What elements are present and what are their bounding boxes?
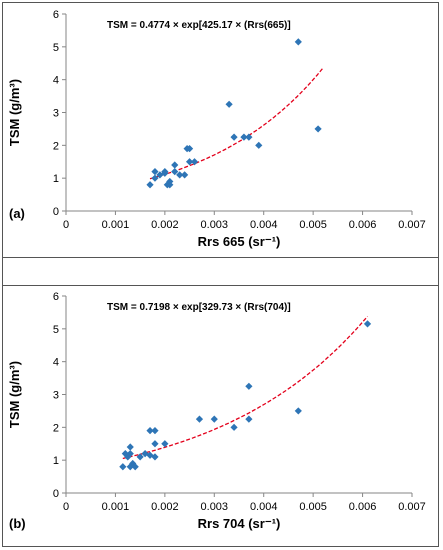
chart-a-x-tick-label: 0 xyxy=(63,219,69,231)
chart-b-data-point xyxy=(126,443,134,451)
chart-b-data-point xyxy=(151,427,159,435)
chart-a-x-tick-label: 0.003 xyxy=(201,219,229,231)
chart-a-svg: 0 1 2 3 4 5 6 0 0.001 0.002 0.003 0.004 0.005 0.006 0.… xyxy=(7,9,426,249)
chart-a-data-point xyxy=(151,174,159,182)
chart-a-y-tick-label: 5 xyxy=(53,42,59,54)
chart-b-fit-curve xyxy=(122,315,368,460)
chart-b-x-tick-label: 0 xyxy=(63,501,69,513)
chart-b-x-tick-label: 0.005 xyxy=(299,501,327,513)
chart-b-x-tick-label: 0.003 xyxy=(201,501,229,513)
chart-a-y-tick-label: 3 xyxy=(53,108,59,120)
chart-b-x-tick-label: 0.004 xyxy=(250,501,278,513)
chart-b-data-point xyxy=(131,463,139,471)
chart-b-data-point xyxy=(151,440,159,448)
chart-a-data-point xyxy=(190,158,199,166)
chart-a-data-point xyxy=(176,171,184,179)
chart-b-equation-label: TSM = 0.7198 × exp[329.73 × (Rrs(704)] xyxy=(107,302,291,313)
chart-b-x-tick-label: 0.007 xyxy=(398,501,426,513)
chart-a-x-axis-title: Rrs 665 (sr⁻¹) xyxy=(198,234,281,249)
chart-a-data-point xyxy=(225,100,233,108)
chart-a-x-tick-label: 0.002 xyxy=(151,219,179,231)
chart-b-y-tick-label: 5 xyxy=(53,324,59,336)
chart-a-panel-label: (a) xyxy=(9,206,25,221)
chart-b-data-point xyxy=(161,440,169,448)
chart-a-data-point xyxy=(181,171,189,179)
chart-b-y-tick-label: 4 xyxy=(53,357,59,369)
chart-a-data-point xyxy=(185,145,194,153)
chart-a-data-point xyxy=(151,168,159,176)
chart-a-data-point xyxy=(161,169,169,177)
chart-a-data-point xyxy=(146,181,154,189)
chart-a-x-tick-label: 0.004 xyxy=(250,219,278,231)
chart-a-data-point xyxy=(294,38,302,46)
chart-b-data-point xyxy=(294,407,302,415)
chart-a-x-tick-label: 0.001 xyxy=(102,219,130,231)
chart-a-data-point xyxy=(314,125,322,133)
chart-a-y-tick-label: 1 xyxy=(53,173,59,185)
chart-a-data-point xyxy=(185,158,194,166)
chart-b-data-point xyxy=(245,382,253,390)
chart-b-x-axis-title: Rrs 704 (sr⁻¹) xyxy=(198,516,281,531)
chart-b-y-tick-label: 0 xyxy=(53,488,59,500)
chart-a-data-point xyxy=(230,133,238,141)
chart-a-data-point xyxy=(245,133,253,141)
chart-b-y-axis-title: TSM (g/m³) xyxy=(7,361,22,428)
chart-b-data-point xyxy=(363,320,372,328)
chart-a-y-axis-title: TSM (g/m³) xyxy=(7,79,22,146)
chart-a-data-point xyxy=(171,161,179,169)
chart-a-x-tick-label: 0.005 xyxy=(299,219,327,231)
chart-a-fit-curve xyxy=(149,67,324,180)
chart-b-data-point xyxy=(245,415,253,423)
chart-b-y-tick-label: 1 xyxy=(53,455,59,467)
chart-b-y-tick-label: 6 xyxy=(53,291,59,303)
chart-b-y-tick-label: 3 xyxy=(53,390,59,402)
chart-a-data-point xyxy=(255,141,263,149)
chart-a-data-point xyxy=(166,181,174,189)
chart-b-y-tick-label: 2 xyxy=(53,422,59,434)
chart-b-data-point xyxy=(126,463,134,471)
chart-panel-a: 0 1 2 3 4 5 6 0 0.001 0.002 0.003 0.004 0.005 0.006 0.… xyxy=(2,2,439,258)
chart-a-y-tick-label: 4 xyxy=(53,75,59,87)
chart-b-data-point xyxy=(210,415,218,423)
chart-a-equation-label: TSM = 0.4774 × exp[425.17 × (Rrs(665)] xyxy=(107,20,291,31)
panel-divider xyxy=(2,257,439,286)
chart-a-y-tick-label: 2 xyxy=(53,140,59,152)
chart-a-data-point xyxy=(240,133,248,141)
chart-b-x-tick-label: 0.002 xyxy=(151,501,179,513)
chart-b-x-tick-label: 0.006 xyxy=(349,501,377,513)
chart-a-x-tick-label: 0.006 xyxy=(349,219,377,231)
chart-a-data-point xyxy=(171,168,179,176)
chart-panel-b: 0 1 2 3 4 5 6 0 0.001 0.002 0.003 0.004 0.005 0.006 0.… xyxy=(2,285,439,547)
chart-b-x-tick-label: 0.001 xyxy=(102,501,130,513)
chart-b-data-point xyxy=(230,423,238,431)
chart-b-panel-label: (b) xyxy=(9,516,26,531)
chart-a-y-tick-label: 0 xyxy=(53,206,59,218)
chart-b-data-point xyxy=(195,415,204,423)
chart-b-svg: 0 1 2 3 4 5 6 0 0.001 0.002 0.003 0.004 0.005 0.006 0.… xyxy=(7,291,426,531)
chart-a-y-tick-label: 6 xyxy=(53,9,59,21)
chart-b-data-point xyxy=(119,463,127,471)
chart-a-x-tick-label: 0.007 xyxy=(398,219,426,231)
